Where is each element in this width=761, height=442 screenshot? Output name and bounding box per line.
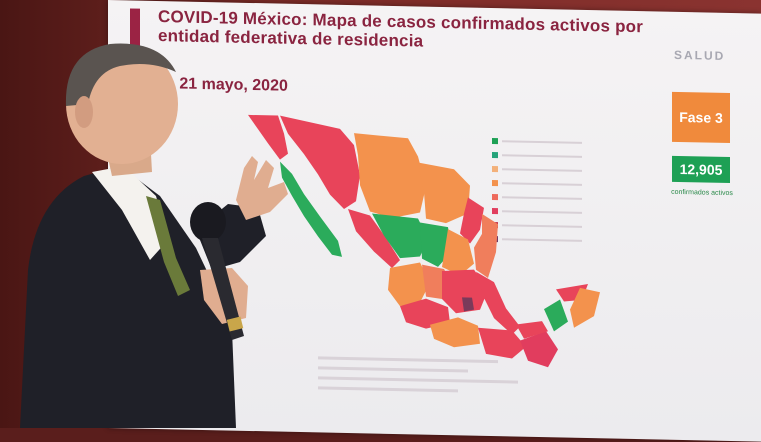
map-region-veracruz	[476, 271, 520, 335]
map-region-campeche	[544, 299, 568, 332]
speaker-ear	[75, 96, 93, 128]
map-region-oaxaca	[478, 327, 526, 359]
projection-screen: COVID-19 México: Mapa de casos confirmad…	[108, 0, 761, 442]
mexico-map	[248, 114, 600, 368]
map-region-baja-south	[280, 161, 342, 257]
map-region-sinaloa	[348, 209, 400, 268]
microphone-icon	[190, 202, 244, 340]
map-region-baja-north	[248, 114, 288, 160]
map-region-coahuila	[418, 162, 470, 224]
map-region-durango	[372, 213, 428, 259]
map-region-chiapas	[520, 331, 558, 368]
speaker-raised-hand	[236, 156, 288, 220]
speaker-tie	[146, 196, 190, 296]
map-region-tamaulipas	[474, 213, 498, 278]
map-region-jalisco	[388, 262, 430, 307]
map-region-central-core	[442, 269, 488, 314]
speaker-hair	[65, 43, 176, 106]
map-region-cdmx	[462, 297, 474, 312]
speaker-shirt	[92, 166, 168, 260]
map-region-michoacan	[400, 298, 450, 329]
speaker-suit	[20, 166, 236, 428]
map-region-tabasco	[516, 321, 548, 339]
map-region-guerrero	[430, 317, 480, 348]
speaker-figure	[20, 43, 288, 428]
map-region-san-luis-potosi	[442, 229, 474, 276]
map-region-quintana-roo	[570, 287, 600, 328]
map-region-sonora	[280, 115, 360, 209]
map-region-chihuahua	[354, 133, 426, 218]
map-region-nuevo-leon	[460, 197, 484, 244]
